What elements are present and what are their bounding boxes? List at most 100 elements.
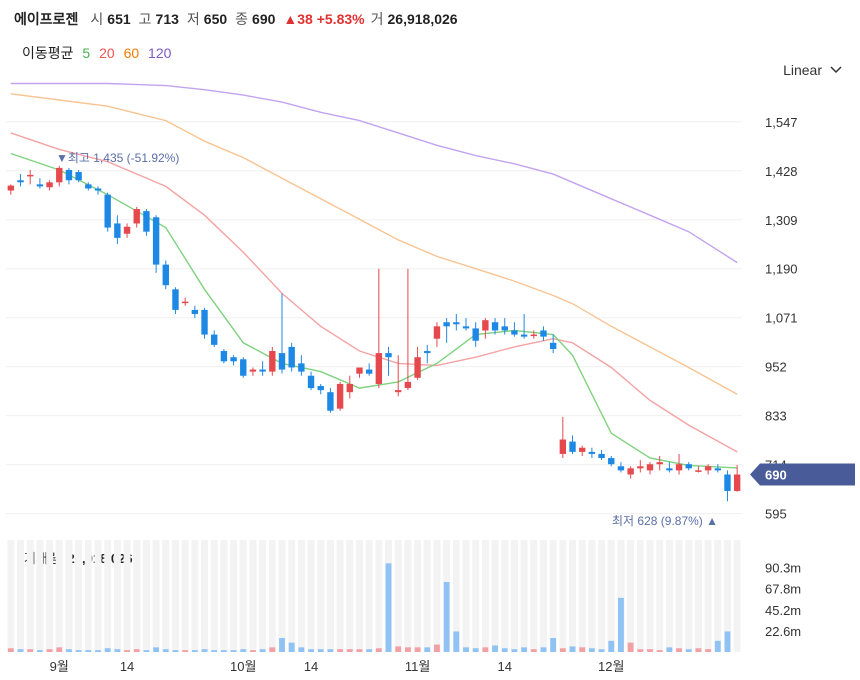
x-tick-label: 12월 [598,659,624,674]
volume-bg-stripe [704,540,712,652]
candle-body [579,447,586,452]
volume-bg-stripe [414,540,422,652]
volume-bar [133,649,140,652]
candle-body [646,464,654,471]
candle-body [249,369,257,372]
volume-bar [627,642,634,652]
volume-tick-label: 90.3m [765,561,801,576]
volume-bg-stripe [75,540,83,652]
candle-body [211,334,218,345]
candle-body [191,309,199,314]
price-tick-label: 1,190 [765,262,798,277]
volume-bg-stripe [326,540,334,652]
volume-bg-stripe [239,540,247,652]
current-price-label: 690 [765,468,787,483]
volume-bar [337,649,344,652]
low-price: 650 [203,11,228,27]
ma-20[interactable]: 20 [99,45,115,61]
open-label: 시 [90,11,104,27]
volume-bg-stripe [559,540,567,652]
volume-bar [366,649,373,652]
volume-bar [559,648,566,652]
candle-body [123,226,131,234]
candle-body [133,209,140,224]
volume-bg-stripe [665,540,673,652]
volume-bar [656,650,663,652]
volume-bar [114,649,121,652]
candle-body [327,392,334,411]
candle-body [714,468,721,471]
low-label: 저 [186,11,200,27]
candle-body [269,351,276,372]
candle-body [685,464,692,469]
candle-body [627,468,634,475]
scale-selector[interactable]: Linear [783,62,842,78]
volume-bar [269,647,276,652]
volume-bg-stripe [346,540,354,652]
volume-bg-stripe [723,540,731,652]
volume-label: 거 [370,11,384,27]
volume-bg-stripe [733,540,741,652]
volume-bg-stripe [433,540,441,652]
candle-body [443,322,450,327]
ma-60[interactable]: 60 [123,45,140,61]
price-tick-label: 595 [765,507,787,522]
candle-body [17,180,24,183]
ma-5[interactable]: 5 [82,45,91,61]
volume-bg-stripe [133,540,141,652]
volume-bar [56,647,63,652]
volume-bar [182,650,189,652]
volume-bg-stripe [714,540,722,652]
candle-body [181,301,189,304]
ma-label: 이동평균 [22,45,74,61]
volume-bg-stripe [288,540,296,652]
volume-bar [124,650,130,652]
candle-body [27,174,34,177]
candle-body [7,185,15,191]
ma-120[interactable]: 120 [148,45,172,61]
volume-bar [36,650,43,652]
volume-bg-stripe [578,540,586,652]
stock-header: 에이프로젠 시 651 고 713 저 650 종 690 ▲38 +5.83%… [14,8,466,30]
candle-body [724,474,731,491]
volume-bg-stripe [84,540,92,652]
volume-bar [259,649,266,652]
volume-bar [414,647,421,652]
candle-body [201,309,208,335]
volume-bar [153,647,160,652]
volume-bar [434,644,440,652]
volume-bg-stripe [123,540,131,652]
ma60-line [10,93,738,395]
volume-bar [75,650,82,652]
volume-bar [27,649,34,652]
volume-bg-stripe [191,540,199,652]
current-price-badge [750,463,855,486]
volume-bg-stripe [317,540,325,652]
candle-body [733,474,741,491]
volume-bar [705,649,712,652]
volume-bg-stripe [472,540,480,652]
volume-bar [317,649,324,652]
candle-body [36,184,44,187]
volume-bg-stripe [675,540,683,652]
candle-body [704,466,712,471]
volume-bar [385,563,392,652]
volume-bar [327,649,334,652]
volume-bar [424,647,431,652]
candle-body [482,320,489,331]
candle-body [569,441,576,452]
x-tick-label: 10월 [230,659,256,674]
volume-bg-stripe [210,540,218,652]
volume-tick-label: 22.6m [765,624,801,639]
volume-bar [279,638,285,652]
volume-bar [211,650,218,652]
volume-tick-label: 67.8m [765,582,801,597]
volume-bg-stripe [394,540,402,652]
candle-body [220,351,228,362]
candle-body [230,357,237,362]
candle-body [395,390,402,393]
volume-bar [714,640,721,652]
candle-body [453,322,460,325]
volume-bar [143,650,150,652]
